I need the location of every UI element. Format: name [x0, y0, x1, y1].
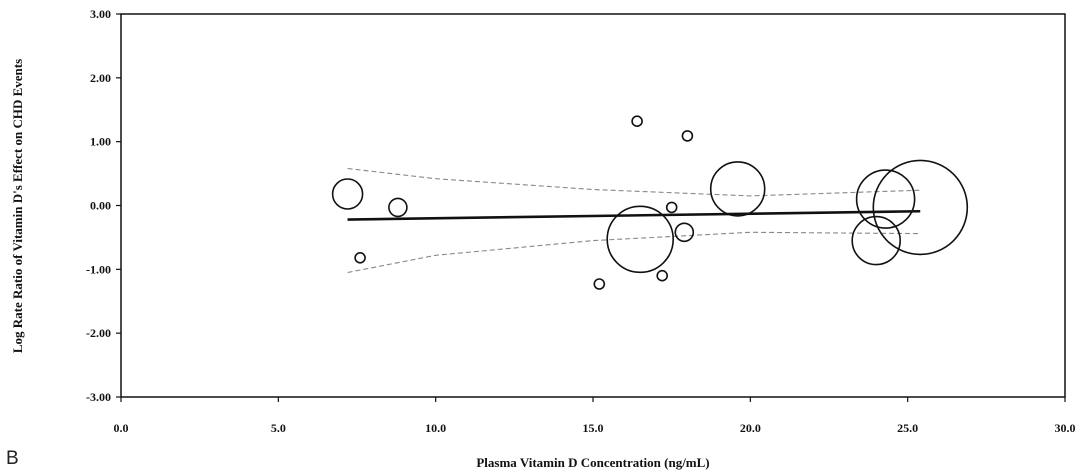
data-point-8: [665, 201, 678, 214]
data-point-5: [631, 115, 643, 127]
data-point-1: [331, 178, 364, 210]
data-point-13: [855, 169, 916, 229]
confidence-bands: [347, 167, 921, 274]
x-tick-label-4: 20.0: [740, 421, 761, 435]
x-axis-title: Plasma Vitamin D Concentration (ng/mL): [476, 455, 709, 470]
regression-line: [347, 209, 921, 221]
bubbles: [331, 115, 969, 290]
y-tick-label-5: -2.00: [86, 326, 111, 340]
tick-labels: 0.0 5.0 10.0 15.0 20.0 25.0 30.0 3.00 2.00 1.00 0.…: [86, 7, 1076, 435]
x-tick-label-2: 10.0: [425, 421, 446, 435]
y-tick-label-3: 0.00: [90, 199, 111, 213]
data-point-9: [674, 222, 695, 243]
ci-lower-line: [347, 231, 921, 274]
x-tick-label-3: 15.0: [583, 421, 604, 435]
data-point-2: [354, 251, 366, 264]
data-point-6: [606, 205, 675, 274]
ci-upper-line: [347, 167, 921, 197]
x-tick-label-6: 30.0: [1055, 421, 1076, 435]
x-tick-label-0: 0.0: [114, 421, 129, 435]
plot-frame: [120, 13, 1066, 398]
y-tick-label-0: 3.00: [90, 7, 111, 21]
x-tick-label-1: 5.0: [271, 421, 286, 435]
y-tick-label-6: -3.00: [86, 390, 111, 404]
regression-layer: [347, 209, 921, 221]
y-axis-title: Log Rate Ratio of Vitamin D's Effect on …: [10, 59, 25, 353]
data-point-3: [388, 197, 408, 218]
data-point-14: [872, 159, 969, 256]
x-tick-label-5: 25.0: [897, 421, 918, 435]
y-tick-label-2: 1.00: [90, 135, 111, 149]
data-point-12: [851, 215, 902, 266]
panel-label: B: [6, 448, 19, 469]
y-tick-label-4: -1.00: [86, 262, 111, 276]
data-point-10: [681, 130, 694, 142]
data-point-7: [656, 269, 669, 282]
data-point-4: [593, 278, 606, 290]
data-point-11: [709, 161, 766, 217]
axis-ticks: [116, 13, 1066, 402]
y-tick-label-1: 2.00: [90, 71, 111, 85]
